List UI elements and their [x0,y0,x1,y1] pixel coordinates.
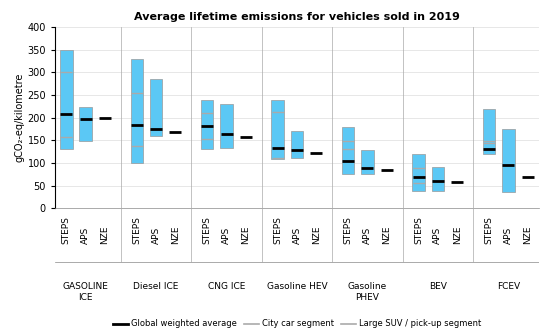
Text: STEPS: STEPS [273,216,282,244]
Bar [60,49,73,149]
Bar [483,110,495,154]
Text: STEPS: STEPS [414,216,423,244]
Text: APS: APS [363,227,372,244]
Bar [79,107,92,141]
Title: Average lifetime emissions for vehicles sold in 2019: Average lifetime emissions for vehicles … [134,12,460,22]
Bar [291,131,303,158]
Text: FCEV: FCEV [497,282,520,291]
Bar [412,154,425,191]
Bar [272,100,284,159]
Bar [432,168,444,191]
Y-axis label: gCO₂-eq/kilometre: gCO₂-eq/kilometre [14,73,25,162]
Text: APS: APS [293,227,301,244]
Legend: Global weighted average, City car segment, Large SUV / pick-up segment: Global weighted average, City car segmen… [109,316,485,332]
Text: GASOLINE
ICE: GASOLINE ICE [63,282,108,302]
Text: APS: APS [504,227,513,244]
Text: Gasoline
PHEV: Gasoline PHEV [348,282,387,302]
Bar [130,58,143,163]
Text: BEV: BEV [429,282,447,291]
Bar [201,100,213,149]
Text: STEPS: STEPS [203,216,212,244]
Text: NZE: NZE [241,225,250,244]
Text: NZE: NZE [312,225,321,244]
Text: APS: APS [152,227,161,244]
Text: STEPS: STEPS [485,216,493,244]
Text: NZE: NZE [523,225,532,244]
Text: STEPS: STEPS [62,216,71,244]
Text: STEPS: STEPS [344,216,353,244]
Text: CNG ICE: CNG ICE [208,282,245,291]
Bar [221,104,233,148]
Bar [342,127,354,174]
Text: NZE: NZE [101,225,109,244]
Text: NZE: NZE [171,225,180,244]
Bar [150,79,162,136]
Text: NZE: NZE [382,225,391,244]
Bar [502,129,515,193]
Text: APS: APS [433,227,442,244]
Text: APS: APS [81,227,90,244]
Text: Diesel ICE: Diesel ICE [134,282,179,291]
Bar [361,150,373,174]
Text: STEPS: STEPS [133,216,141,244]
Text: APS: APS [222,227,231,244]
Text: Gasoline HEV: Gasoline HEV [267,282,327,291]
Text: NZE: NZE [453,225,461,244]
